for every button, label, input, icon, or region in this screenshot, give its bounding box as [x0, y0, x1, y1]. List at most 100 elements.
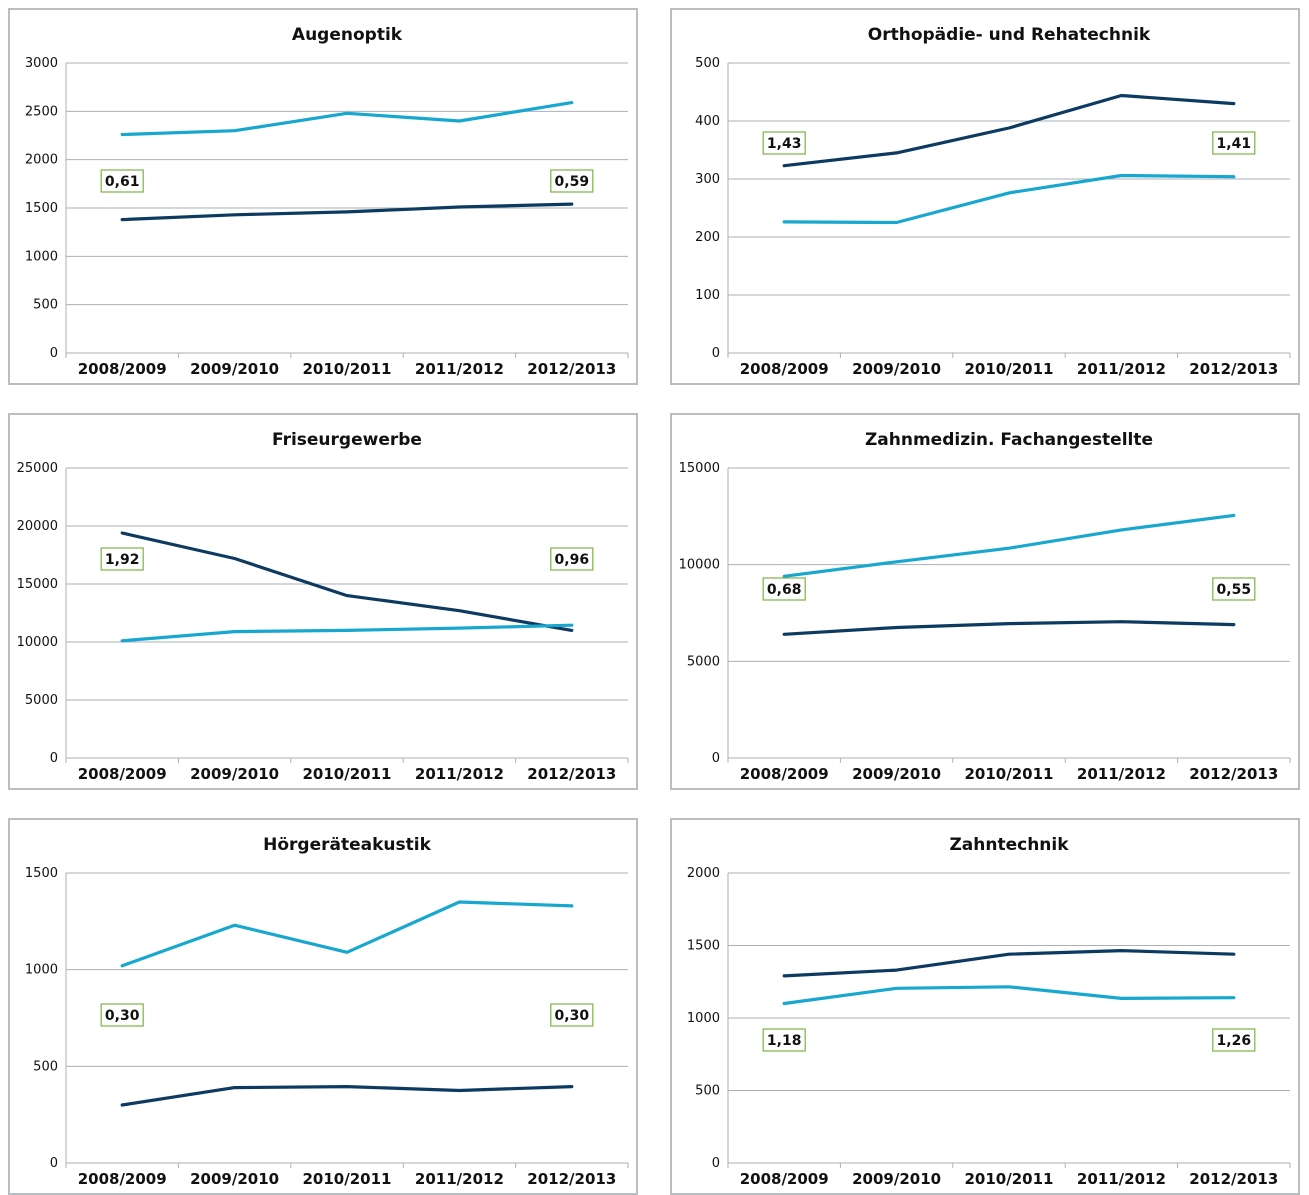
series-line [120, 531, 574, 632]
series-line [120, 1085, 574, 1107]
chart-svg: Zahntechnik 0 500 1000 1500 2000 2008/2009 2009… [687, 835, 1291, 1188]
series-line [120, 623, 574, 643]
ratio-label-text: 0,55 [1217, 582, 1252, 598]
y-tick-label: 15000 [679, 461, 720, 476]
x-tick-label: 2012/2013 [527, 360, 616, 378]
chart-title: Friseurgewerbe [272, 430, 422, 450]
series-line [782, 173, 1236, 225]
ratio-label-box [1212, 577, 1256, 601]
x-tick-label: 2012/2013 [527, 765, 616, 783]
ratio-label-text: 0,59 [555, 174, 590, 190]
ratio-label: 0,30 [100, 1003, 144, 1027]
ratio-label: 1,43 [762, 131, 806, 155]
ratio-label-box [550, 1003, 594, 1027]
ratio-label-box [100, 169, 144, 193]
x-tick-label: 2008/2009 [78, 360, 167, 378]
chart-title: Zahntechnik [949, 835, 1069, 855]
ratio-label: 1,26 [1212, 1028, 1256, 1052]
ratio-label-text: 0,61 [105, 174, 140, 190]
y-tick-label: 1000 [687, 1011, 720, 1026]
ratio-label: 0,59 [550, 169, 594, 193]
series-line [782, 93, 1236, 168]
chart-svg: Orthopädie- und Rehatechnik 0 100 200 300 400… [695, 25, 1291, 378]
y-tick-label: 5000 [687, 654, 720, 669]
x-tick-label: 2011/2012 [1077, 1170, 1166, 1188]
chart-title: Augenoptik [292, 25, 403, 45]
y-tick-label: 5000 [25, 693, 58, 708]
y-tick-label: 1000 [25, 963, 58, 978]
ratio-label: 0,61 [100, 169, 144, 193]
chart-panel: Augenoptik 0 500 1000 1500 2000 2500 3000 2008/2… [8, 8, 638, 385]
chart-svg: Zahnmedizin. Fachangestellte 0 5000 10000 15… [679, 430, 1291, 783]
y-tick-label: 2000 [25, 153, 58, 168]
x-tick-label: 2012/2013 [1189, 360, 1278, 378]
y-tick-label: 0 [50, 346, 58, 361]
series-line [120, 202, 574, 222]
x-tick-label: 2012/2013 [1189, 1170, 1278, 1188]
series-line [782, 985, 1236, 1006]
series-line [120, 900, 574, 968]
ratio-label-text: 1,41 [1217, 136, 1252, 152]
ratio-label: 0,55 [1212, 577, 1256, 601]
ratio-label-text: 0,96 [555, 552, 590, 568]
x-tick-label: 2010/2011 [965, 765, 1054, 783]
ratio-label-text: 0,30 [555, 1008, 590, 1024]
x-tick-label: 2009/2010 [852, 1170, 941, 1188]
ratio-label-box [1212, 1028, 1256, 1052]
ratio-label-box [100, 547, 144, 571]
ratio-label: 0,96 [550, 547, 594, 571]
x-tick-label: 2011/2012 [415, 1170, 504, 1188]
x-tick-label: 2011/2012 [1077, 765, 1166, 783]
ratio-label: 1,18 [762, 1028, 806, 1052]
ratio-label-text: 1,26 [1217, 1033, 1252, 1049]
ratio-label: 0,30 [550, 1003, 594, 1027]
x-tick-label: 2012/2013 [527, 1170, 616, 1188]
chart-svg: Friseurgewerbe 0 5000 10000 15000 20000 25000 2… [17, 430, 629, 783]
x-tick-label: 2008/2009 [740, 765, 829, 783]
series-line [782, 949, 1236, 978]
x-tick-label: 2012/2013 [1189, 765, 1278, 783]
ratio-label-box [762, 1028, 806, 1052]
y-tick-label: 3000 [25, 56, 58, 71]
y-tick-label: 1500 [687, 939, 720, 954]
ratio-label-box [100, 1003, 144, 1027]
ratio-label-text: 0,30 [105, 1008, 140, 1024]
chart-panel: Zahnmedizin. Fachangestellte 0 5000 10000 15… [670, 413, 1300, 790]
y-tick-label: 0 [50, 1156, 58, 1171]
chart-panel: Hörgeräteakustik 0 500 1000 1500 2008/2009 200… [8, 818, 638, 1195]
y-tick-label: 500 [33, 1059, 58, 1074]
x-tick-label: 2008/2009 [78, 765, 167, 783]
ratio-label-box [1212, 131, 1256, 155]
x-tick-label: 2008/2009 [740, 1170, 829, 1188]
ratio-label-text: 1,43 [767, 136, 802, 152]
chart-title: Orthopädie- und Rehatechnik [868, 25, 1151, 45]
ratio-label: 1,41 [1212, 131, 1256, 155]
x-tick-label: 2010/2011 [965, 1170, 1054, 1188]
series-line [782, 513, 1236, 578]
y-tick-label: 300 [695, 172, 720, 187]
y-tick-label: 1500 [25, 201, 58, 216]
x-tick-label: 2011/2012 [415, 765, 504, 783]
x-tick-label: 2009/2010 [190, 765, 279, 783]
y-tick-label: 500 [695, 56, 720, 71]
ratio-label-text: 0,68 [767, 582, 802, 598]
y-tick-label: 15000 [17, 577, 58, 592]
y-tick-label: 0 [50, 751, 58, 766]
y-tick-label: 500 [33, 298, 58, 313]
y-tick-label: 10000 [17, 635, 58, 650]
y-tick-label: 2500 [25, 104, 58, 119]
ratio-label-box [550, 547, 594, 571]
y-tick-label: 20000 [17, 519, 58, 534]
y-tick-label: 2000 [687, 866, 720, 881]
x-tick-label: 2009/2010 [852, 360, 941, 378]
x-tick-label: 2010/2011 [303, 765, 392, 783]
ratio-label-box [762, 131, 806, 155]
chart-svg: Augenoptik 0 500 1000 1500 2000 2500 3000 2008/2… [25, 25, 629, 378]
chart-panel: Zahntechnik 0 500 1000 1500 2000 2008/2009 2009… [670, 818, 1300, 1195]
y-tick-label: 100 [695, 288, 720, 303]
y-tick-label: 0 [712, 346, 720, 361]
ratio-label-box [762, 577, 806, 601]
y-tick-label: 1500 [25, 866, 58, 881]
ratio-label: 0,68 [762, 577, 806, 601]
x-tick-label: 2008/2009 [740, 360, 829, 378]
